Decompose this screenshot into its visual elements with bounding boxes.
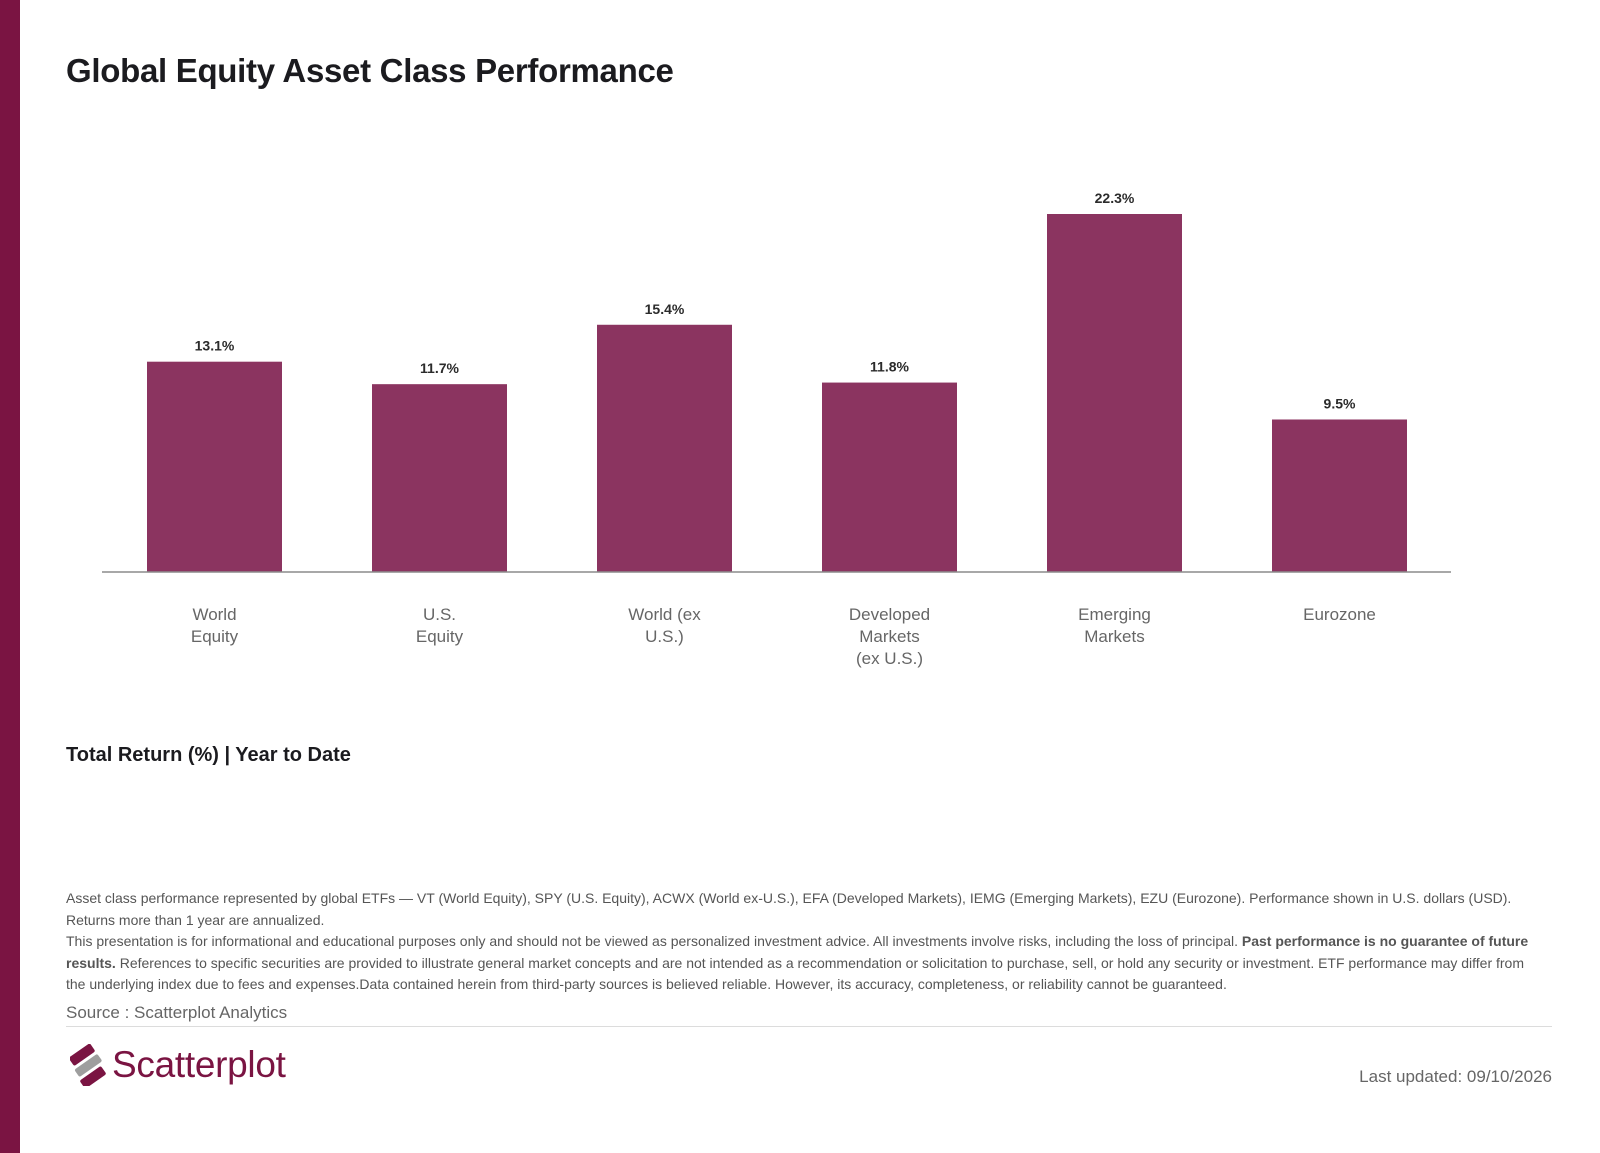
brand-name: Scatterplot	[112, 1044, 286, 1085]
brand-logo: Scatterplot	[70, 1044, 286, 1086]
disclaimer-legal: This presentation is for informational a…	[66, 931, 1546, 996]
bar-5	[1047, 214, 1182, 572]
disclaimer-etf-note: Asset class performance represented by g…	[66, 890, 1512, 928]
category-label-6: Eurozone	[1303, 605, 1376, 624]
scatterplot-logo-icon	[70, 1044, 106, 1086]
category-label-1: World Equity	[191, 605, 239, 646]
category-label-3: World (ex U.S.)	[628, 605, 701, 646]
bar-2	[372, 384, 507, 572]
data-label-2: 11.7%	[420, 360, 459, 376]
bar-chart: 13.1% World Equity 11.7% U.S. Equity 15.4% Worl…	[102, 190, 1451, 668]
category-label-line: U.S.	[423, 605, 456, 624]
category-label-line: Equity	[191, 627, 239, 646]
disclaimer-legal-part-1: This presentation is for informational a…	[66, 933, 1242, 949]
category-label-line: Markets	[859, 627, 919, 646]
category-label-line: World (ex	[628, 605, 701, 624]
data-label-6: 9.5%	[1324, 395, 1356, 411]
category-label-line: World	[192, 605, 236, 624]
data-label-4: 11.8%	[870, 359, 909, 375]
category-label-line: (ex U.S.)	[856, 649, 923, 668]
source-note: Source : Scatterplot Analytics	[66, 1003, 288, 1022]
category-label-line: Emerging	[1078, 605, 1151, 624]
bar-3	[597, 324, 732, 572]
category-label-line: U.S.)	[645, 627, 684, 646]
bar-6	[1272, 419, 1407, 572]
category-label-2: U.S. Equity	[416, 605, 464, 646]
chart-subtitle: Total Return (%) | Year to Date	[66, 744, 351, 766]
last-updated: Last updated: 09/10/2026	[1359, 1067, 1552, 1086]
category-label-line: Developed	[849, 605, 930, 624]
category-label-line: Markets	[1084, 627, 1144, 646]
data-label-3: 15.4%	[645, 301, 685, 317]
category-label-4: Developed Markets (ex U.S.)	[849, 605, 930, 668]
bar-4	[822, 382, 957, 572]
bar-1	[147, 361, 282, 572]
disclaimer-legal-part-2: References to specific securities are pr…	[66, 954, 1525, 993]
disclaimer: Asset class performance represented by g…	[66, 888, 1546, 996]
category-label-line: Eurozone	[1303, 605, 1376, 624]
data-label-5: 22.3%	[1095, 190, 1135, 206]
disclaimer-past-performance: Past performance is no guarantee of futu…	[66, 933, 1529, 971]
data-label-1: 13.1%	[195, 338, 235, 354]
category-label-line: Equity	[416, 627, 464, 646]
footer-divider	[66, 1026, 1552, 1027]
page-title: Global Equity Asset Class Performance	[66, 52, 674, 89]
category-label-5: Emerging Markets	[1078, 605, 1151, 646]
left-accent-bar	[0, 0, 20, 1153]
